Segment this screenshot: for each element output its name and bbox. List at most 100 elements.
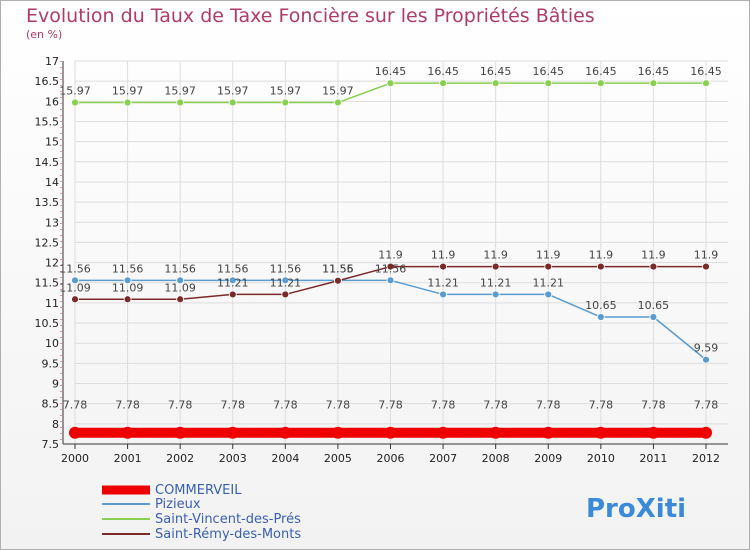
data-point [542, 426, 555, 439]
legend-label: Saint-Vincent-des-Prés [155, 512, 301, 527]
data-point [439, 262, 447, 271]
y-tick-label: 17 [45, 55, 59, 68]
data-label: 15.97 [270, 85, 302, 98]
data-label: 11.9 [589, 249, 614, 262]
data-point [544, 262, 553, 271]
data-label: 15.97 [217, 85, 249, 98]
data-label: 7.78 [483, 399, 508, 412]
data-point [334, 98, 342, 107]
axes [60, 61, 728, 449]
x-tick-label: 2006 [377, 452, 405, 465]
data-label: 11.21 [217, 276, 249, 289]
x-tick-label: 2002 [166, 452, 194, 465]
data-label: 15.97 [59, 85, 91, 98]
data-label: 11.56 [164, 262, 196, 275]
data-point [491, 262, 500, 271]
data-point [226, 426, 239, 439]
data-point [649, 313, 658, 321]
data-point [596, 79, 605, 88]
data-point [281, 290, 290, 299]
legend: COMMERVEILPizieuxSaint-Vincent-des-PrésS… [102, 483, 301, 542]
x-tick-label: 2000 [61, 452, 89, 465]
data-label: 11.21 [270, 276, 302, 289]
data-point [700, 426, 712, 439]
data-label: 16.45 [690, 65, 722, 78]
data-point [69, 426, 81, 439]
data-point [647, 426, 660, 439]
data-label: 15.97 [112, 85, 144, 98]
data-point [176, 98, 185, 107]
data-labels: 7.78 7.78 7.78 7.78 7.78 7.78 7.78 7.78 7.78 7.78… [59, 65, 722, 412]
data-label: 16.45 [375, 65, 407, 78]
data-label: 11.56 [270, 262, 302, 275]
data-point [281, 276, 290, 285]
data-point [702, 355, 710, 364]
x-tick-label: 2007 [429, 452, 457, 465]
y-tick-label: 11 [45, 297, 59, 310]
data-label: 7.78 [694, 399, 719, 412]
x-tick-label: 2001 [114, 452, 142, 465]
data-point [228, 98, 237, 107]
data-label: 7.78 [378, 399, 403, 412]
data-label: 11.9 [431, 249, 456, 262]
data-label: 7.78 [589, 399, 614, 412]
proxiti-logo: ProXiti [586, 494, 686, 524]
data-label: 10.65 [638, 299, 670, 312]
data-point [439, 290, 447, 299]
x-tick-label: 2004 [271, 452, 299, 465]
data-label: 11.9 [483, 249, 508, 262]
data-point [491, 79, 500, 88]
legend-label: COMMERVEIL [155, 483, 242, 498]
data-point [176, 295, 185, 304]
data-point [228, 290, 237, 299]
data-label: 11.56 [112, 262, 144, 275]
x-tick-label: 2003 [219, 452, 247, 465]
data-point [71, 295, 79, 304]
y-tick-label: 15.5 [35, 115, 60, 128]
data-point [71, 276, 79, 285]
y-tick-label: 7.5 [42, 438, 60, 451]
data-point [384, 426, 397, 439]
data-label: 16.45 [480, 65, 512, 78]
data-label: 7.78 [431, 399, 456, 412]
data-point [702, 79, 710, 88]
data-label: 11.9 [694, 249, 719, 262]
data-label: 16.45 [427, 65, 459, 78]
data-point [649, 79, 658, 88]
data-point [649, 262, 658, 271]
data-point [594, 426, 607, 439]
data-label: 7.78 [115, 399, 140, 412]
y-tick-label: 12.5 [35, 236, 60, 249]
x-tick-label: 2005 [324, 452, 352, 465]
data-label: 15.97 [164, 85, 196, 98]
series-points [69, 79, 712, 439]
x-tick-label: 2011 [639, 452, 667, 465]
data-label: 7.78 [641, 399, 666, 412]
legend-label: Saint-Rémy-des-Monts [155, 527, 301, 542]
data-label: 16.45 [638, 65, 670, 78]
data-label: 16.45 [585, 65, 617, 78]
data-label: 11.56 [375, 262, 407, 275]
data-label: 11.21 [533, 276, 565, 289]
data-point [174, 426, 187, 439]
data-label: 11.9 [641, 249, 666, 262]
x-tick-label: 2012 [692, 452, 720, 465]
data-point [437, 426, 450, 439]
data-label: 11.09 [112, 281, 144, 294]
data-point [596, 262, 605, 271]
y-tick-label: 9.5 [42, 357, 60, 370]
y-tick-label: 14.5 [35, 156, 60, 169]
data-point [123, 276, 132, 285]
data-point [544, 290, 553, 299]
data-label: 11.56 [322, 262, 354, 275]
y-tick-label: 14 [45, 176, 59, 189]
legend-label: Pizieux [155, 497, 201, 512]
data-point [386, 276, 395, 285]
data-label: 11.55 [322, 263, 354, 276]
y-tick-label: 8.5 [42, 398, 60, 411]
data-point [489, 426, 502, 439]
data-label: 10.65 [585, 299, 617, 312]
data-label: 7.78 [221, 399, 246, 412]
y-tick-label: 9 [52, 378, 59, 391]
